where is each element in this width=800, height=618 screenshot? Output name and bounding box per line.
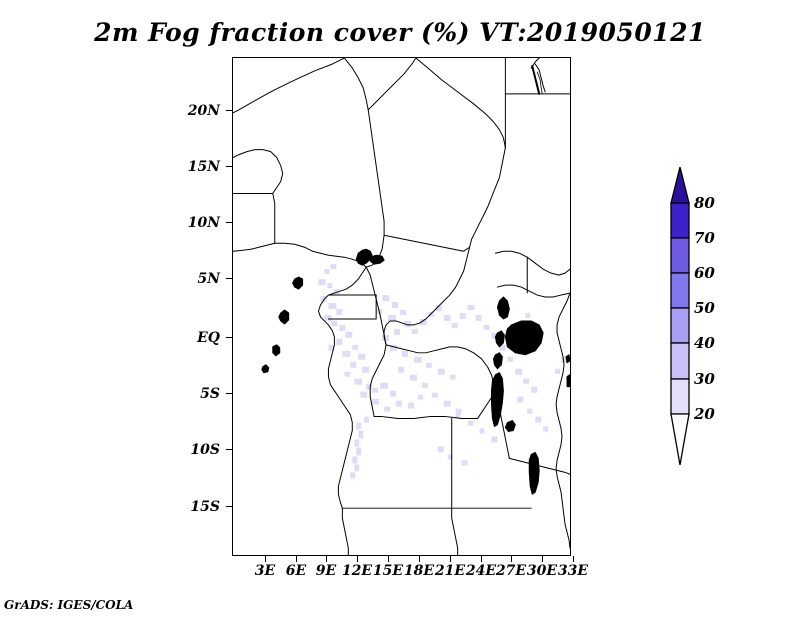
x-axis-tick bbox=[388, 556, 390, 562]
colorbar-tick-label: 20 bbox=[694, 405, 715, 423]
x-axis-tick bbox=[542, 556, 544, 562]
x-axis-label: 33E bbox=[557, 563, 589, 579]
y-axis-tick bbox=[226, 337, 232, 339]
page-title: 2m Fog fraction cover (%) VT:2019050121 bbox=[94, 18, 706, 47]
y-axis-tick bbox=[226, 222, 232, 224]
x-axis-tick bbox=[265, 556, 267, 562]
x-axis-tick bbox=[481, 556, 483, 562]
x-axis-label: 30E bbox=[526, 563, 558, 579]
x-axis-label: 24E bbox=[465, 563, 497, 579]
y-axis-label: 20N bbox=[187, 103, 220, 119]
grads-credit: GrADS: IGES/COLA bbox=[4, 598, 134, 612]
y-axis-label: 5N bbox=[197, 271, 220, 287]
x-axis-tick bbox=[326, 556, 328, 562]
y-axis-tick bbox=[226, 278, 232, 280]
colorbar-band-above-80 bbox=[670, 166, 690, 204]
colorbar-band-50-60 bbox=[670, 272, 690, 309]
colorbar-tick-label: 50 bbox=[694, 299, 715, 317]
colorbar-band-40-50 bbox=[670, 307, 690, 344]
x-axis-tick bbox=[511, 556, 513, 562]
colorbar-tick-label: 30 bbox=[694, 370, 715, 388]
y-axis-label: 5S bbox=[200, 386, 220, 402]
x-axis-label: 27E bbox=[495, 563, 527, 579]
x-axis-label: 6E bbox=[285, 563, 307, 579]
y-axis-tick bbox=[226, 449, 232, 451]
map-canvas bbox=[233, 58, 570, 555]
y-axis-label: EQ bbox=[197, 330, 220, 346]
x-axis-label: 9E bbox=[315, 563, 337, 579]
colorbar-band-below-20 bbox=[670, 413, 690, 466]
x-axis-label: 12E bbox=[341, 563, 373, 579]
x-axis-label: 15E bbox=[372, 563, 404, 579]
y-axis-label: 15N bbox=[187, 159, 220, 175]
y-axis-tick bbox=[226, 393, 232, 395]
y-axis-tick bbox=[226, 506, 232, 508]
y-axis-label: 15S bbox=[190, 499, 220, 515]
colorbar-tick-label: 70 bbox=[694, 229, 715, 247]
x-axis-label: 18E bbox=[403, 563, 435, 579]
colorbar-band-70-80 bbox=[670, 202, 690, 239]
map-plot-area[interactable] bbox=[232, 57, 571, 556]
colorbar-tick-label: 40 bbox=[694, 334, 715, 352]
x-axis-tick bbox=[357, 556, 359, 562]
x-axis-tick bbox=[573, 556, 575, 562]
y-axis-tick bbox=[226, 166, 232, 168]
y-axis-label: 10S bbox=[190, 442, 220, 458]
x-axis-tick bbox=[296, 556, 298, 562]
colorbar-swatches bbox=[670, 166, 690, 466]
x-axis-label: 21E bbox=[434, 563, 466, 579]
x-axis-label: 3E bbox=[254, 563, 276, 579]
colorbar-band-60-70 bbox=[670, 237, 690, 274]
x-axis-tick bbox=[450, 556, 452, 562]
colorbar-tick-label: 80 bbox=[694, 194, 715, 212]
y-axis-tick bbox=[226, 110, 232, 112]
x-axis-tick bbox=[419, 556, 421, 562]
colorbar-band-30-40 bbox=[670, 342, 690, 380]
map-borders bbox=[233, 58, 570, 555]
fog-fraction-shading bbox=[318, 264, 568, 479]
colorbar[interactable]: 80 70 60 50 40 30 20 bbox=[660, 165, 780, 470]
colorbar-tick-label: 60 bbox=[694, 264, 715, 282]
y-axis-label: 10N bbox=[187, 215, 220, 231]
colorbar-band-20-30 bbox=[670, 378, 690, 415]
